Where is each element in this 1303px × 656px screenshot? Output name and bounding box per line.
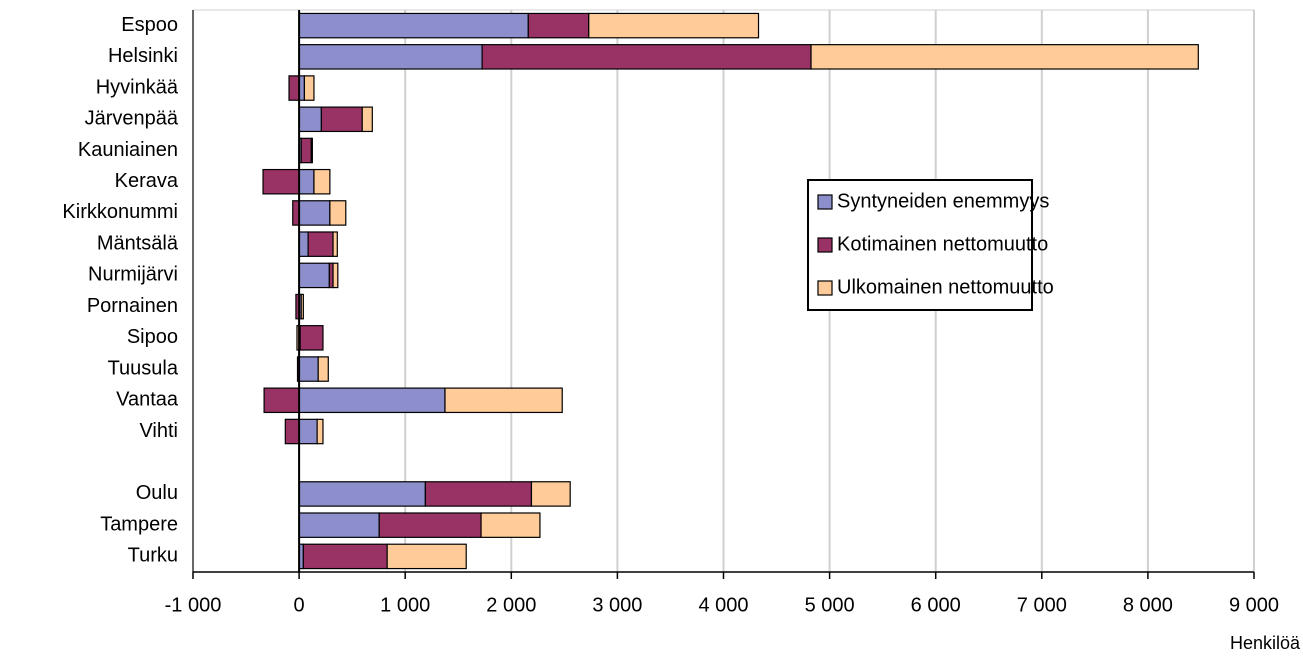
x-tick-label: -1 000 (165, 594, 222, 616)
bar (288, 75, 300, 101)
y-tick-label: Sipoo (127, 326, 178, 348)
x-tick-label: 1 000 (380, 594, 430, 616)
bar (300, 293, 304, 320)
bar (313, 168, 331, 195)
x-tick-label: 2 000 (486, 594, 536, 616)
y-tick-label: Vihti (139, 420, 178, 442)
bar (303, 75, 315, 101)
bar (386, 543, 467, 570)
x-tick-label: 9 000 (1229, 594, 1279, 616)
bar (298, 200, 331, 226)
bar (320, 106, 363, 133)
x-axis-label: Henkilöä (1230, 633, 1301, 653)
bar (298, 44, 483, 70)
bar (332, 262, 339, 289)
legend-swatch (817, 237, 833, 253)
bar (378, 512, 482, 538)
bar (361, 106, 373, 133)
x-tick-label: 6 000 (911, 594, 961, 616)
bar (332, 231, 338, 257)
bar (298, 12, 529, 39)
x-tick-label: 5 000 (805, 594, 855, 616)
y-tick-label: Järvenpää (85, 108, 179, 130)
bar (329, 200, 347, 226)
bar (527, 12, 590, 39)
y-tick-label: Hyvinkää (96, 76, 179, 98)
bar (300, 137, 312, 164)
bar (298, 418, 318, 445)
y-tick-label: Tampere (100, 513, 178, 535)
bar (310, 137, 313, 164)
legend-label: Kotimainen nettomuutto (837, 233, 1048, 255)
bar (302, 543, 388, 570)
bar (299, 325, 324, 351)
y-tick-label: Nurmijärvi (88, 264, 178, 286)
y-tick-label: Turku (128, 545, 178, 567)
bar (810, 44, 1199, 70)
bar (588, 12, 760, 39)
y-tick-label: Kauniainen (78, 139, 178, 161)
x-tick-label: 8 000 (1123, 594, 1173, 616)
y-tick-label: Espoo (121, 14, 178, 36)
bar (298, 356, 319, 382)
bar (481, 44, 812, 70)
bar (317, 356, 329, 382)
bar (298, 231, 309, 257)
legend (807, 179, 1033, 311)
y-tick-label: Kirkkonummi (62, 201, 178, 223)
bar (316, 418, 324, 445)
legend-label: Ulkomainen nettomuutto (837, 276, 1054, 298)
bar (444, 387, 563, 414)
x-tick-label: 0 (294, 594, 305, 616)
x-tick-label: 7 000 (1017, 594, 1067, 616)
bar (298, 481, 426, 507)
legend-swatch (817, 194, 833, 210)
x-tick-label: 3 000 (592, 594, 642, 616)
bar (263, 387, 300, 414)
y-tick-label: Oulu (136, 482, 178, 504)
legend-swatch (817, 280, 833, 296)
bar (424, 481, 533, 507)
y-tick-label: Vantaa (116, 389, 179, 411)
bar (298, 387, 446, 414)
bar (298, 512, 380, 538)
bar (298, 262, 330, 289)
y-tick-label: Kerava (115, 170, 179, 192)
bar (530, 481, 571, 507)
bar (307, 231, 334, 257)
bar (298, 106, 322, 133)
legend-label: Syntyneiden enemmyys (837, 190, 1049, 212)
bar (480, 512, 541, 538)
y-tick-label: Helsinki (108, 45, 178, 67)
y-tick-label: Tuusula (108, 357, 179, 379)
y-tick-label: Pornainen (87, 295, 178, 317)
bar (284, 418, 300, 445)
bar (262, 168, 300, 195)
y-tick-label: Mäntsälä (97, 232, 179, 254)
x-tick-label: 4 000 (698, 594, 748, 616)
bar (298, 168, 315, 195)
